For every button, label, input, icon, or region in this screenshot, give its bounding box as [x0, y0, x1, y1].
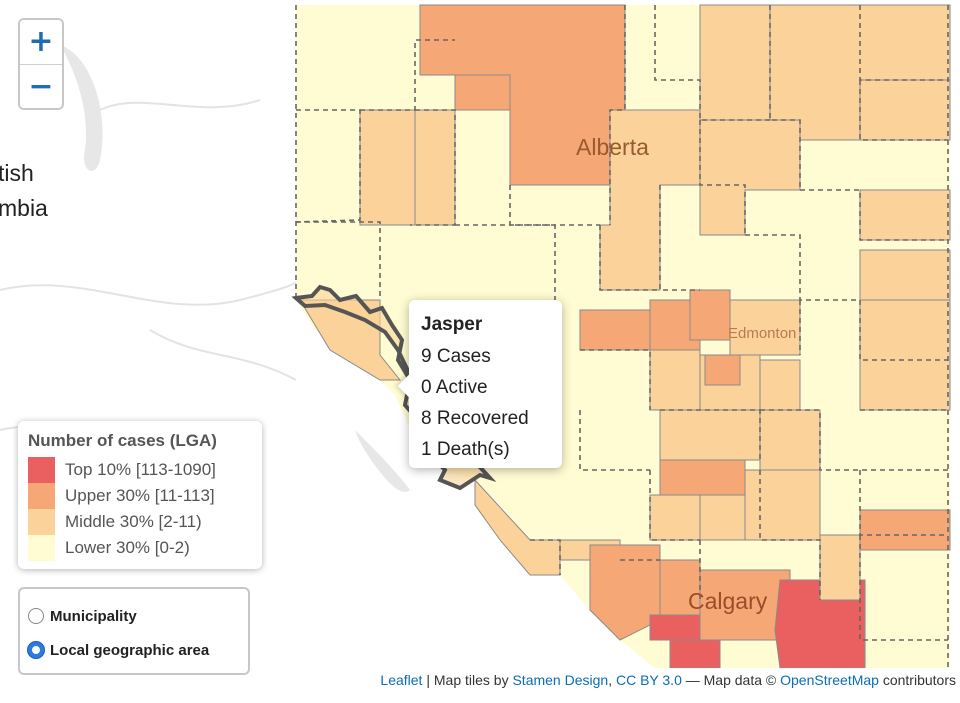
lga-region[interactable]: [859, 189, 951, 241]
map-attribution: Leaflet | Map tiles by Stamen Design, CC…: [300, 668, 960, 692]
layer-selector: Municipality Local geographic area: [18, 587, 250, 675]
place-label-bc-line2: mbia: [0, 195, 48, 221]
legend-swatch: [28, 509, 55, 535]
lga-region[interactable]: [659, 409, 761, 461]
place-label-calgary: Calgary: [688, 588, 768, 614]
radio-button[interactable]: [28, 642, 44, 658]
lga-region[interactable]: [649, 349, 701, 411]
popup-recovered: 8 Recovered: [421, 408, 529, 429]
layer-option-label: Local geographic area: [50, 641, 210, 659]
legend-item: Upper 30% [11-113]: [28, 483, 252, 509]
popup-active: 0 Active: [421, 377, 488, 398]
stamen-link[interactable]: Stamen Design: [512, 672, 609, 688]
legend-swatch: [28, 457, 55, 483]
lga-region[interactable]: [669, 639, 721, 669]
lga-region[interactable]: [699, 4, 771, 121]
lga-region[interactable]: [859, 79, 951, 141]
legend-label: Middle 30% [2-11): [65, 512, 202, 531]
lga-region[interactable]: [454, 74, 511, 111]
lga-region[interactable]: [859, 299, 951, 411]
lga-region[interactable]: [744, 469, 821, 541]
layer-option-local-geographic-area[interactable]: Local geographic area: [28, 633, 240, 667]
layer-option-municipality[interactable]: Municipality: [28, 599, 240, 633]
zoom-out-button[interactable]: −: [20, 64, 62, 108]
legend-label: Top 10% [113-1090]: [65, 460, 216, 479]
osm-link[interactable]: OpenStreetMap: [780, 672, 879, 688]
legend-item: Lower 30% [0-2): [28, 535, 252, 561]
legend-swatch: [28, 483, 55, 509]
legend-title: Number of cases (LGA): [28, 431, 217, 450]
place-label-edmonton: Edmonton: [728, 325, 797, 342]
lga-region[interactable]: [704, 354, 741, 386]
legend-label: Upper 30% [11-113]: [65, 486, 215, 505]
lga-region[interactable]: [414, 109, 456, 226]
layer-option-label: Municipality: [50, 607, 137, 625]
lga-region[interactable]: [649, 494, 701, 541]
legend-item: Top 10% [113-1090]: [28, 457, 252, 483]
map-legend: Number of cases (LGA) Top 10% [113-1090]…: [18, 421, 262, 569]
lga-region[interactable]: [579, 309, 651, 351]
attribution-text: — Map data ©: [681, 672, 781, 688]
lga-region[interactable]: [859, 249, 951, 301]
zoom-control: + −: [18, 18, 64, 110]
lga-region[interactable]: [759, 359, 801, 411]
lga-region[interactable]: [759, 409, 821, 471]
place-label-alberta: Alberta: [576, 134, 649, 160]
lga-region[interactable]: [699, 494, 746, 541]
legend-label: Lower 30% [0-2): [65, 538, 190, 557]
lga-region[interactable]: [649, 614, 701, 641]
attribution-text: | Map tiles by: [422, 672, 513, 688]
lga-region[interactable]: [359, 109, 416, 226]
lga-region[interactable]: [819, 534, 861, 601]
lga-region[interactable]: [859, 509, 951, 551]
place-label-bc-line1: tish: [0, 160, 34, 186]
lga-region[interactable]: [659, 459, 746, 496]
zoom-in-button[interactable]: +: [20, 20, 62, 64]
radio-button[interactable]: [28, 608, 44, 624]
lga-region[interactable]: [589, 544, 661, 641]
popup-cases: 9 Cases: [421, 346, 491, 367]
popup-region-name: Jasper: [421, 314, 483, 335]
lga-region[interactable]: [689, 289, 731, 341]
popup-deaths: 1 Death(s): [421, 439, 510, 460]
region-popup: Jasper 9 Cases 0 Active 8 Recovered 1 De…: [397, 300, 562, 468]
leaflet-link[interactable]: Leaflet: [380, 672, 423, 688]
legend-swatch: [28, 535, 55, 561]
attribution-text: ,: [608, 672, 616, 688]
attribution-text: contributors: [878, 672, 956, 688]
ccby-link[interactable]: CC BY 3.0: [615, 672, 682, 688]
legend-item: Middle 30% [2-11): [28, 509, 252, 535]
